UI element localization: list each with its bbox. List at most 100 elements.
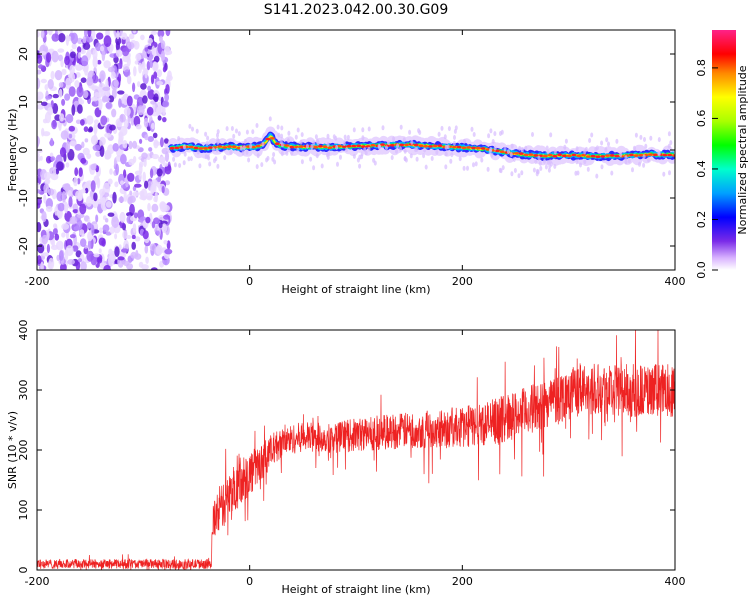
ridge-peak — [322, 145, 328, 148]
ridge-peak — [466, 146, 472, 149]
ridge-halo — [424, 164, 428, 170]
noise-blob — [100, 73, 105, 83]
ridge-peak — [231, 145, 237, 148]
ridge-peak — [662, 153, 668, 157]
noise-blob — [37, 222, 42, 233]
noise-blob — [153, 196, 158, 203]
ridge-halo — [245, 149, 249, 155]
ridge-halo — [191, 126, 194, 132]
ridge-halo — [339, 154, 342, 160]
ridge-halo — [361, 135, 365, 141]
ridge-peak — [227, 145, 232, 148]
ridge-halo — [409, 153, 413, 159]
noise-blob — [54, 70, 63, 81]
noise-blob — [57, 202, 65, 212]
ridge-halo — [470, 126, 474, 132]
noise-blob — [86, 250, 94, 262]
ridge-halo — [235, 128, 238, 134]
ridge-halo — [657, 150, 661, 156]
noise-blob — [129, 195, 136, 203]
noise-blob — [134, 183, 142, 188]
ridge-halo — [360, 151, 364, 157]
y-tick-label: -10 — [17, 189, 30, 207]
x-tick-label: 400 — [665, 275, 686, 288]
y-tick-label: 0 — [17, 147, 30, 154]
ridge-halo — [320, 163, 324, 169]
noise-blob — [41, 252, 49, 257]
ridge-halo — [506, 149, 510, 155]
noise-blob — [140, 83, 147, 90]
noise-blob — [164, 180, 171, 186]
noise-blob — [123, 119, 129, 129]
y-tick-label: 300 — [17, 380, 30, 401]
ridge-peak — [595, 155, 601, 158]
ridge-halo — [316, 140, 320, 146]
noise-blob — [118, 132, 124, 143]
noise-blob — [129, 190, 133, 196]
noise-blob — [153, 55, 160, 63]
ridge-halo — [546, 160, 550, 166]
noise-blob — [120, 154, 127, 165]
noise-blob — [128, 140, 133, 150]
noise-blob — [157, 115, 162, 121]
noise-blob — [95, 151, 101, 157]
ridge-peak — [667, 153, 673, 157]
noise-blob — [161, 223, 168, 234]
ridge-halo — [594, 146, 598, 152]
noise-blob — [110, 71, 116, 79]
noise-blob — [78, 167, 83, 178]
noise-blob — [47, 30, 53, 36]
ridge-halo — [276, 124, 280, 130]
noise-blob — [116, 30, 120, 40]
noise-blob — [164, 248, 173, 255]
ridge-halo — [415, 156, 419, 162]
noise-blob — [164, 93, 170, 102]
ridge-halo — [177, 136, 181, 141]
ridge-halo — [290, 150, 294, 156]
noise-blob — [43, 194, 47, 204]
noise-blob — [46, 52, 52, 63]
ridge-peak — [251, 145, 256, 149]
ridge-halo — [649, 135, 653, 141]
noise-blob — [77, 258, 83, 263]
ridge-peak — [629, 153, 634, 157]
noise-blob — [151, 179, 158, 187]
noise-blob — [101, 96, 107, 103]
noise-blob — [118, 73, 122, 83]
ridge-halo — [583, 159, 587, 165]
noise-blob — [70, 32, 78, 45]
ridge-halo — [208, 161, 212, 167]
ridge-halo — [517, 173, 521, 179]
ridge-halo — [631, 167, 634, 173]
noise-blob — [151, 45, 156, 56]
noise-blob — [90, 180, 96, 193]
noise-blob — [61, 223, 70, 230]
ridge-halo — [216, 163, 220, 169]
noise-blob — [58, 122, 62, 131]
ridge-peak — [605, 154, 610, 157]
ridge-halo — [520, 170, 524, 176]
noise-blob — [158, 35, 163, 43]
noise-blob — [77, 178, 81, 185]
noise-blob — [86, 76, 94, 86]
ridge-halo — [212, 147, 215, 153]
ridge-peak — [557, 153, 562, 157]
noise-blob — [68, 125, 76, 132]
x-tick-label: 0 — [246, 275, 253, 288]
ridge-halo — [632, 145, 636, 151]
noise-blob — [76, 37, 83, 45]
noise-blob — [45, 205, 53, 212]
ridge-halo — [642, 162, 646, 168]
noise-blob — [72, 209, 79, 214]
colorbar-label: Normalized spectral amplitude — [736, 65, 749, 234]
ridge-halo — [260, 162, 264, 168]
noise-blob — [76, 46, 82, 53]
ridge-halo — [443, 134, 447, 140]
ridge-halo — [241, 150, 245, 156]
ridge-halo — [216, 139, 220, 145]
noise-blob — [98, 248, 102, 254]
ridge-halo — [490, 152, 494, 158]
snr-y-axis-label: SNR (10 * v/v) — [6, 411, 19, 489]
noise-blob — [37, 77, 41, 90]
